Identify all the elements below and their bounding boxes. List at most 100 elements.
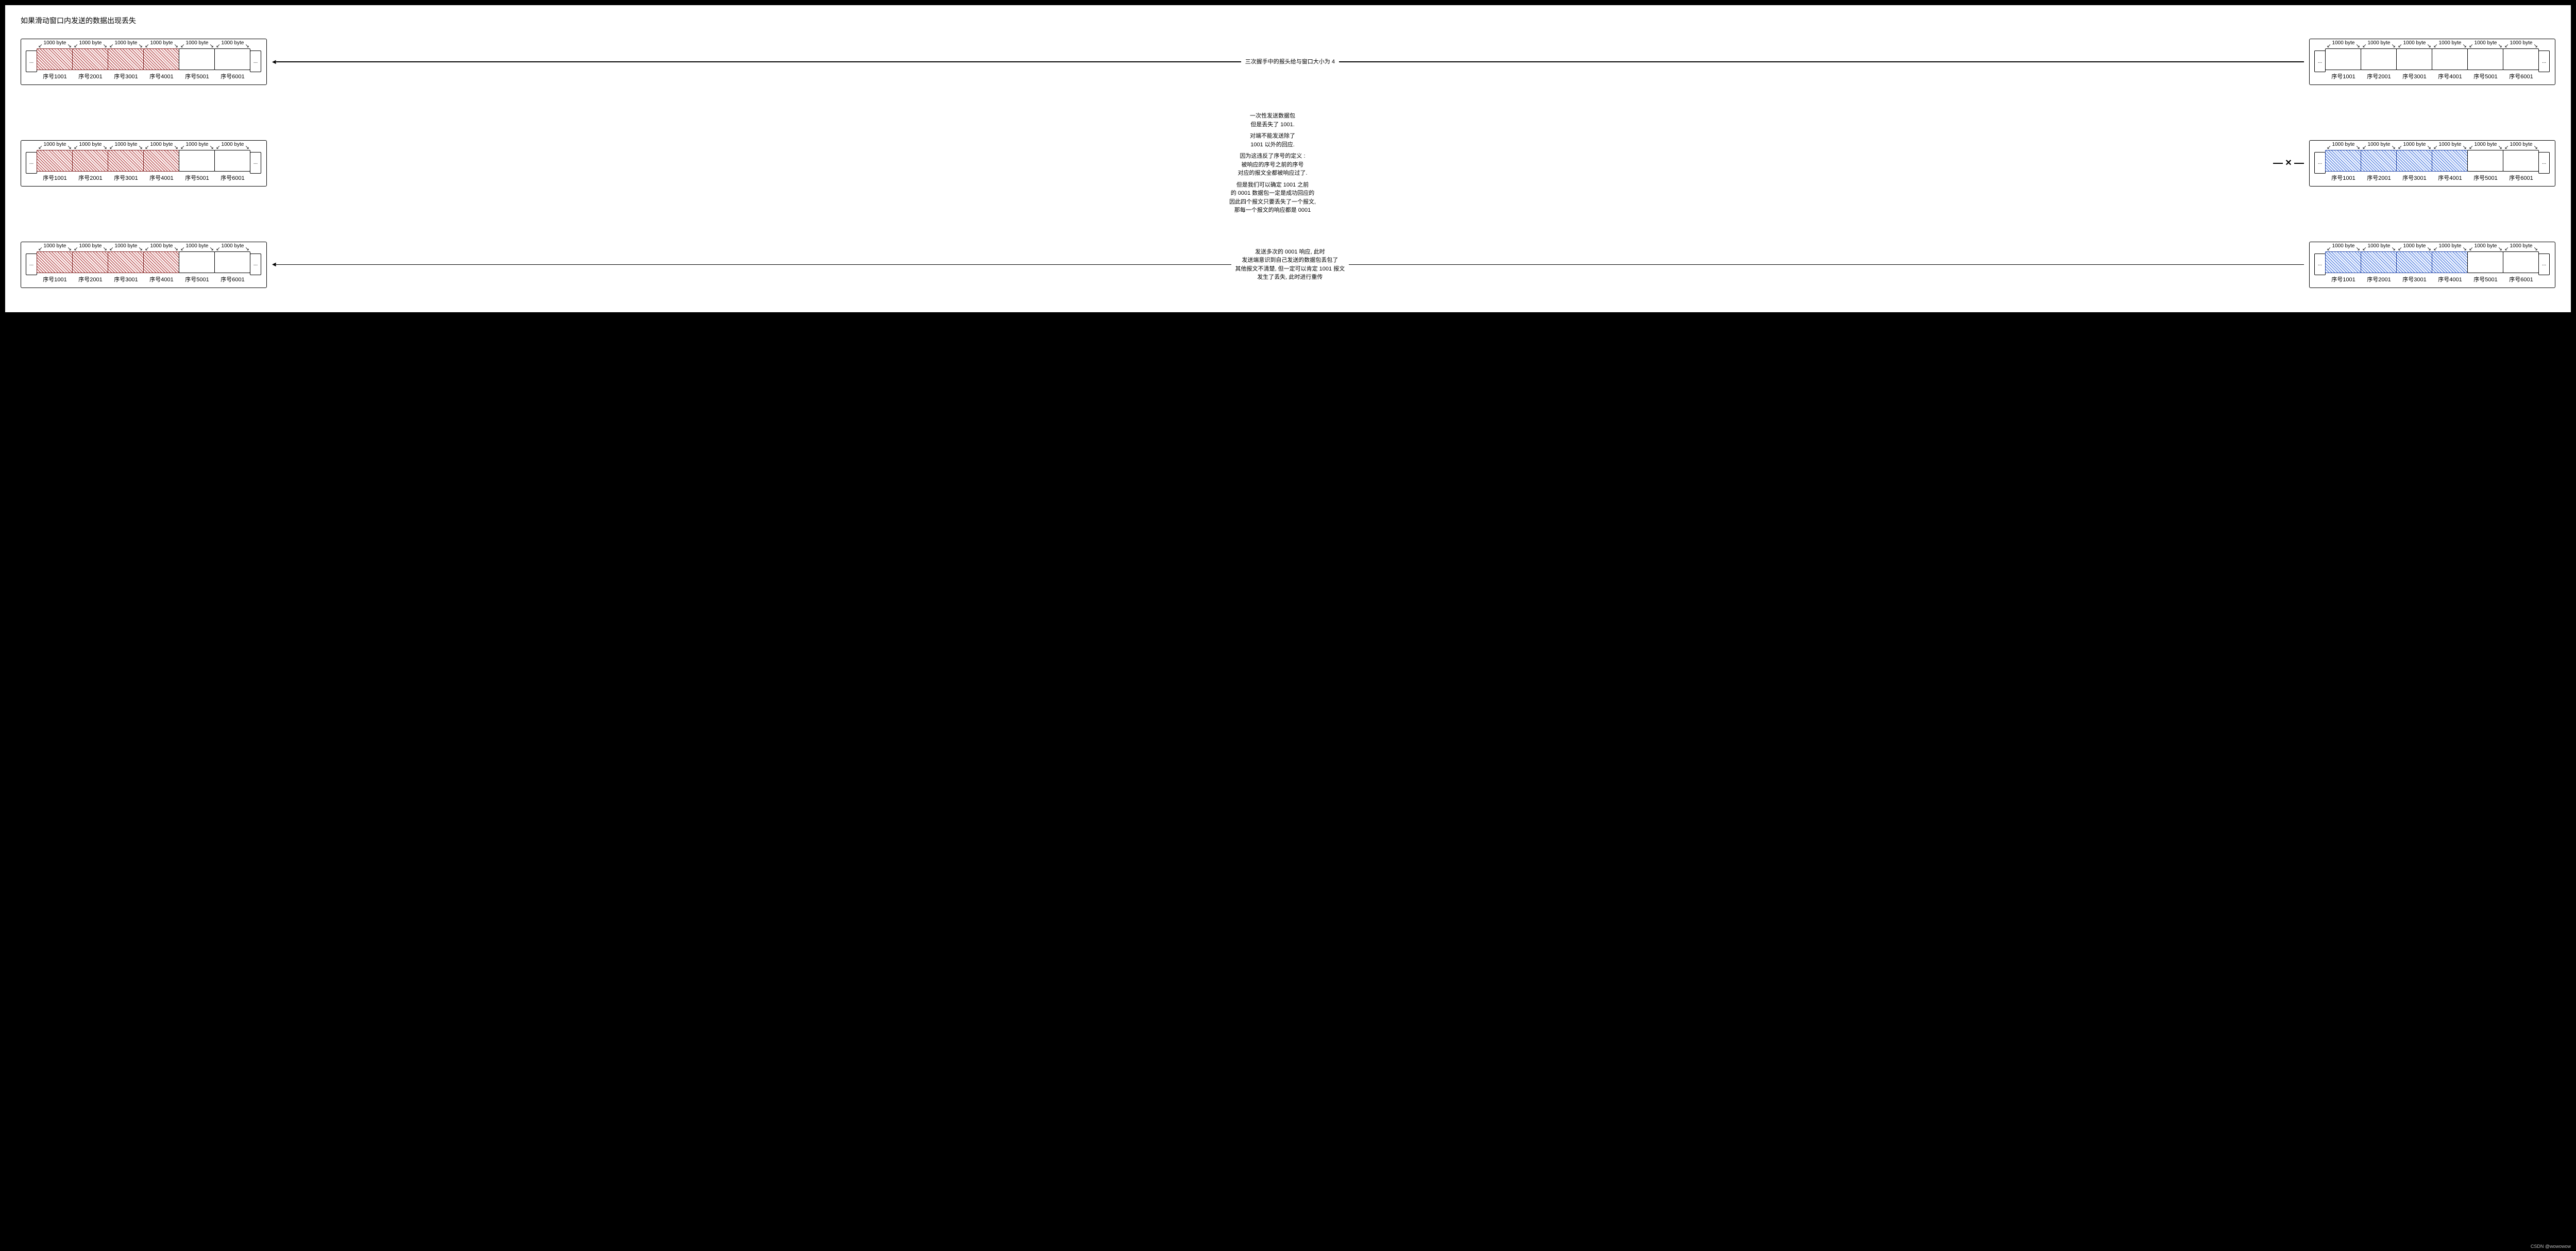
sequence-label: 序号3001 (114, 72, 138, 80)
segment: ↙1000 byte↘序号1001 (2326, 48, 2361, 80)
sequence-label: 序号1001 (2331, 174, 2355, 182)
diagram-row: ... ↙1000 byte↘序号1001↙1000 byte↘序号2001↙1… (21, 242, 2555, 288)
segment-box (2325, 48, 2361, 70)
sequence-label: 序号2001 (78, 72, 102, 80)
segment: ↙1000 byte↘序号5001 (2468, 251, 2503, 283)
right-buffer: ... ↙1000 byte↘序号1001↙1000 byte↘序号2001↙1… (2309, 242, 2555, 288)
segment: ↙1000 byte↘序号3001 (2397, 251, 2432, 283)
sequence-label: 序号4001 (2438, 72, 2462, 80)
segment: ↙1000 byte↘序号4001 (2432, 48, 2468, 80)
annotation-text: 三次握手中的报头给与窗口大小为 4 (1241, 58, 1339, 66)
byte-label: ↙1000 byte↘ (2504, 40, 2538, 46)
sequence-label: 序号4001 (149, 174, 173, 182)
segment: ↙1000 byte↘序号1001 (37, 251, 73, 283)
byte-label: ↙1000 byte↘ (2504, 243, 2538, 249)
segment-box (72, 150, 108, 172)
ellipsis-cell: ... (2538, 50, 2550, 72)
segment-box (2361, 150, 2397, 172)
segment: ↙1000 byte↘序号3001 (2397, 150, 2432, 182)
sequence-label: 序号6001 (221, 72, 244, 80)
byte-label: ↙1000 byte↘ (2469, 243, 2502, 249)
sequence-label: 序号5001 (2473, 174, 2497, 182)
segment: ↙1000 byte↘序号4001 (144, 251, 179, 283)
byte-label: ↙1000 byte↘ (2469, 40, 2502, 46)
arrow-left: ◀ 发送多次的 0001 响应, 此时发送端意识到自己发送的数据包丢包了其他报文不… (272, 248, 2304, 282)
segment: ↙1000 byte↘序号2001 (73, 48, 108, 80)
byte-label: ↙1000 byte↘ (145, 243, 178, 249)
byte-label: ↙1000 byte↘ (2398, 142, 2431, 147)
arrow-head-left-icon: ◀ (272, 261, 276, 268)
byte-label: ↙1000 byte↘ (2398, 40, 2431, 46)
segment: ↙1000 byte↘序号3001 (108, 48, 144, 80)
segment: ↙1000 byte↘序号3001 (2397, 48, 2432, 80)
segment: ↙1000 byte↘序号5001 (179, 48, 215, 80)
sequence-label: 序号2001 (2367, 275, 2391, 283)
byte-label: ↙1000 byte↘ (2469, 142, 2502, 147)
byte-label: ↙1000 byte↘ (2433, 142, 2467, 147)
segment: ↙1000 byte↘序号4001 (144, 48, 179, 80)
sequence-label: 序号3001 (2402, 275, 2426, 283)
segment: ↙1000 byte↘序号4001 (144, 150, 179, 182)
byte-label: ↙1000 byte↘ (2433, 243, 2467, 249)
left-buffer: ... ↙1000 byte↘序号1001↙1000 byte↘序号2001↙1… (21, 140, 267, 187)
segment-box (2503, 150, 2539, 172)
segment-box (37, 48, 73, 70)
ellipsis-cell: ... (250, 253, 261, 275)
sequence-label: 序号5001 (2473, 275, 2497, 283)
byte-label: ↙1000 byte↘ (38, 243, 72, 249)
segment: ↙1000 byte↘序号2001 (2361, 48, 2397, 80)
byte-label: ↙1000 byte↘ (109, 142, 143, 147)
byte-label: ↙1000 byte↘ (145, 142, 178, 147)
cross-icon: ✕ (2285, 157, 2292, 170)
byte-label: ↙1000 byte↘ (216, 40, 249, 46)
segment-box (2467, 150, 2503, 172)
segment-box (2396, 48, 2432, 70)
byte-label: ↙1000 byte↘ (2362, 243, 2396, 249)
segment-box (2467, 48, 2503, 70)
sequence-label: 序号5001 (2473, 72, 2497, 80)
segment-box (179, 150, 215, 172)
left-buffer: ... ↙1000 byte↘序号1001↙1000 byte↘序号2001↙1… (21, 39, 267, 85)
mid-annotation: ◀ 发送多次的 0001 响应, 此时发送端意识到自己发送的数据包丢包了其他报文不… (272, 248, 2304, 282)
segment: ↙1000 byte↘序号1001 (2326, 251, 2361, 283)
diagram-title: 如果滑动窗口内发送的数据出现丢失 (21, 15, 2555, 26)
segment: ↙1000 byte↘序号4001 (2432, 251, 2468, 283)
sequence-label: 序号3001 (114, 275, 138, 283)
sequence-label: 序号5001 (185, 72, 209, 80)
segment-box (108, 251, 144, 273)
byte-label: ↙1000 byte↘ (145, 40, 178, 46)
segment-box (2325, 251, 2361, 273)
segment: ↙1000 byte↘序号6001 (215, 48, 250, 80)
sequence-label: 序号3001 (114, 174, 138, 182)
sequence-label: 序号4001 (149, 275, 173, 283)
annotation-text: 发送多次的 0001 响应, 此时发送端意识到自己发送的数据包丢包了其他报文不清… (1231, 248, 1349, 282)
segment-box (179, 48, 215, 70)
arrow-head-left-icon: ◀ (272, 58, 276, 66)
ellipsis-cell: ... (26, 152, 37, 174)
segment-box (214, 48, 250, 70)
byte-label: ↙1000 byte↘ (180, 243, 214, 249)
segment: ↙1000 byte↘序号1001 (37, 48, 73, 80)
segment-box (2432, 251, 2468, 273)
segment-box (143, 150, 179, 172)
left-buffer: ... ↙1000 byte↘序号1001↙1000 byte↘序号2001↙1… (21, 242, 267, 288)
segment-box (2503, 48, 2539, 70)
byte-label: ↙1000 byte↘ (2327, 243, 2360, 249)
ellipsis-cell: ... (2538, 253, 2550, 275)
segment: ↙1000 byte↘序号6001 (215, 150, 250, 182)
sequence-label: 序号2001 (2367, 174, 2391, 182)
segment: ↙1000 byte↘序号5001 (2468, 48, 2503, 80)
sequence-label: 序号4001 (2438, 275, 2462, 283)
segment: ↙1000 byte↘序号5001 (179, 150, 215, 182)
segment: ↙1000 byte↘序号1001 (2326, 150, 2361, 182)
segment: ↙1000 byte↘序号2001 (2361, 251, 2397, 283)
segment-box (2396, 251, 2432, 273)
segment-box (143, 48, 179, 70)
segment-box (2503, 251, 2539, 273)
segment: ↙1000 byte↘序号6001 (2503, 48, 2539, 80)
right-buffer: ... ↙1000 byte↘序号1001↙1000 byte↘序号2001↙1… (2309, 39, 2555, 85)
sequence-label: 序号4001 (2438, 174, 2462, 182)
segment-box (2361, 251, 2397, 273)
byte-label: ↙1000 byte↘ (2504, 142, 2538, 147)
segment: ↙1000 byte↘序号2001 (73, 150, 108, 182)
